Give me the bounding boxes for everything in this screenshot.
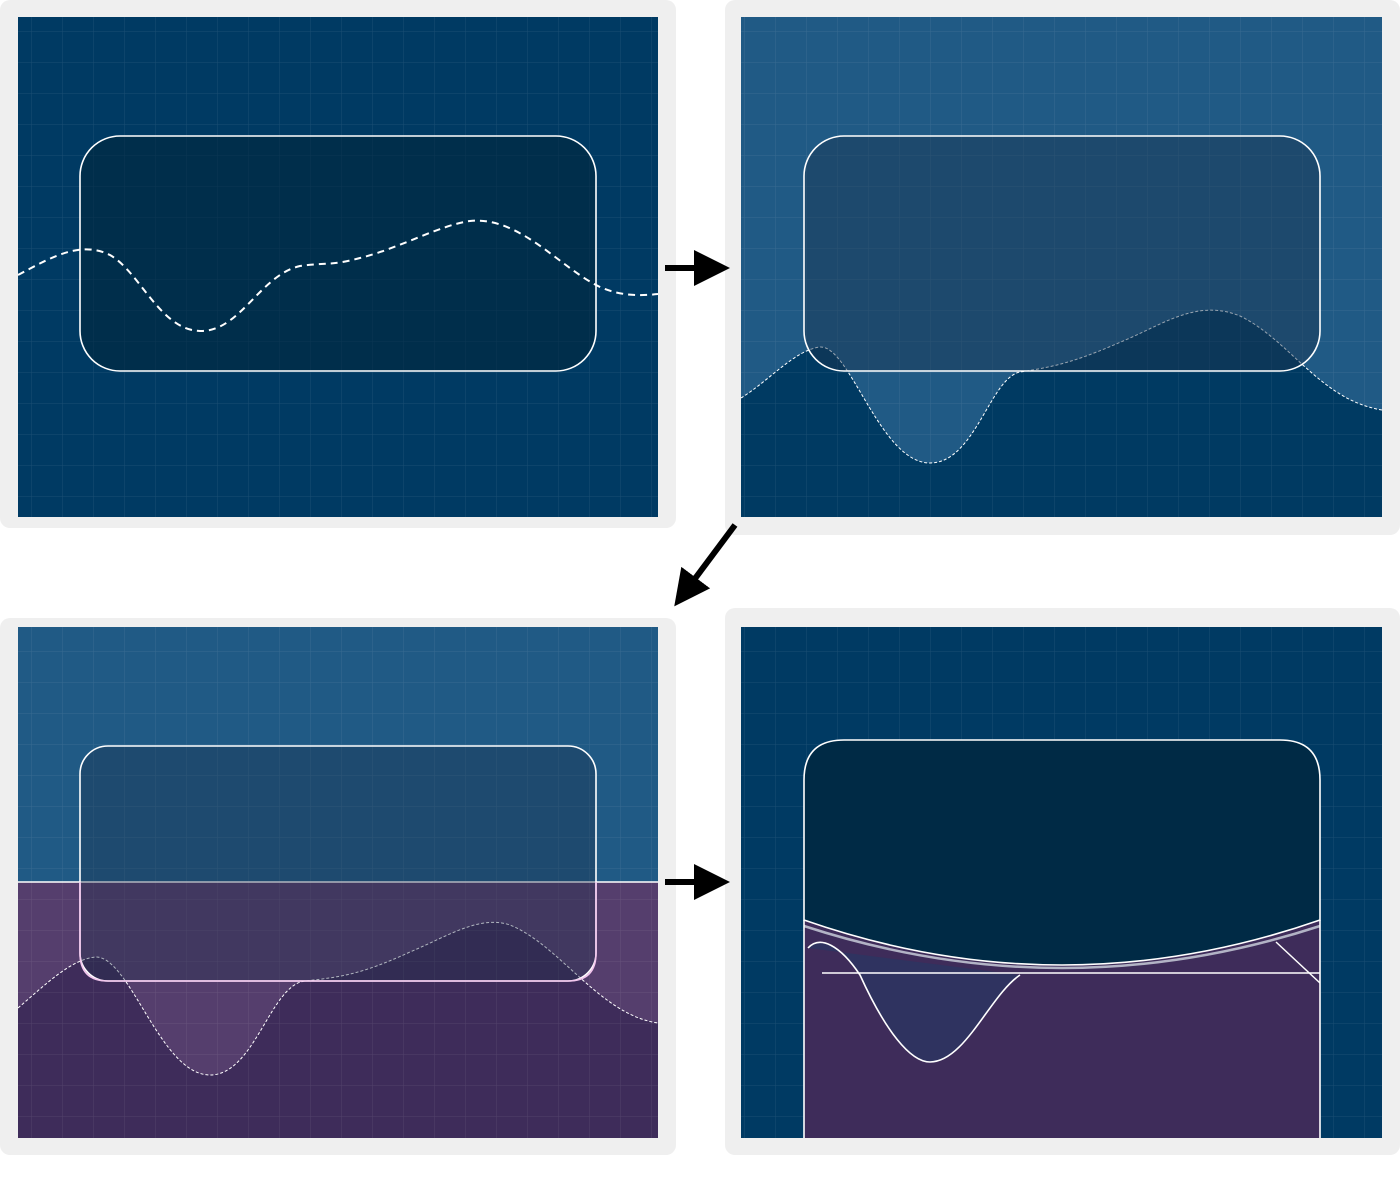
rounded-rect: [79, 745, 597, 982]
rounded-rect: [79, 135, 597, 372]
panel-3: [18, 627, 658, 1138]
panel-4: [741, 627, 1382, 1138]
edge-curve: [803, 924, 1321, 970]
panel-2: [741, 17, 1382, 517]
dashed-curve: [741, 309, 1382, 464]
dashed-curve: [18, 219, 658, 333]
rounded-rect: [803, 739, 1321, 966]
rounded-rect: [803, 135, 1321, 372]
panel-1: [18, 17, 658, 517]
rounded-rect-edge: [79, 882, 597, 982]
arrow: [674, 523, 738, 607]
corner-line: [1275, 941, 1321, 984]
